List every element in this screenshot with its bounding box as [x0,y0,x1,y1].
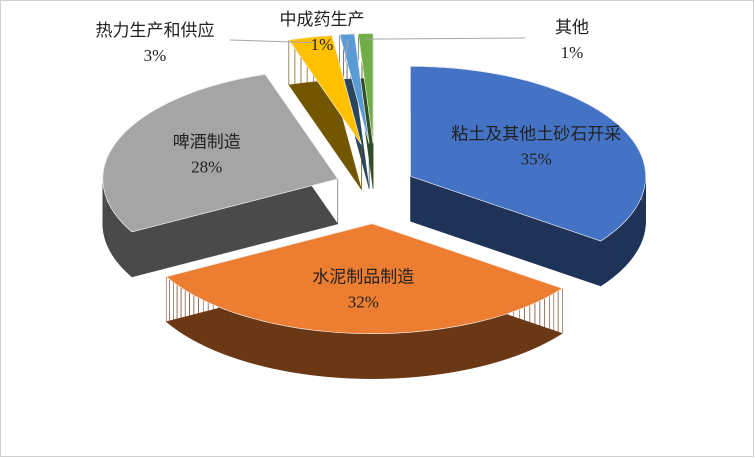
slice-top [357,33,374,144]
slice-label: 啤酒制造 [173,133,241,152]
slice-label: 中成药生产 [280,10,365,29]
slice-top [288,35,362,145]
leader-line [344,39,349,63]
value-label: 1% [561,43,584,62]
value-label: 28% [191,158,222,177]
value-label: 32% [348,292,379,311]
value-label: 35% [521,149,552,168]
slice-top [165,223,563,334]
slice-label: 热力生产和供应 [96,21,215,40]
slice-label: 粘土及其他土砂石开采 [451,124,621,143]
leader-line [229,39,313,44]
value-label: 1% [311,35,334,54]
slice [102,73,339,278]
slice [288,35,362,191]
slice-top [339,33,370,144]
slice-label: 其他 [555,18,589,37]
value-label: 3% [144,46,167,65]
leader-line [366,37,526,40]
slice [410,66,646,287]
slice-top [410,66,646,242]
slice-label: 水泥制品制造 [312,267,414,286]
slice-top [102,74,339,233]
slice [165,223,563,379]
